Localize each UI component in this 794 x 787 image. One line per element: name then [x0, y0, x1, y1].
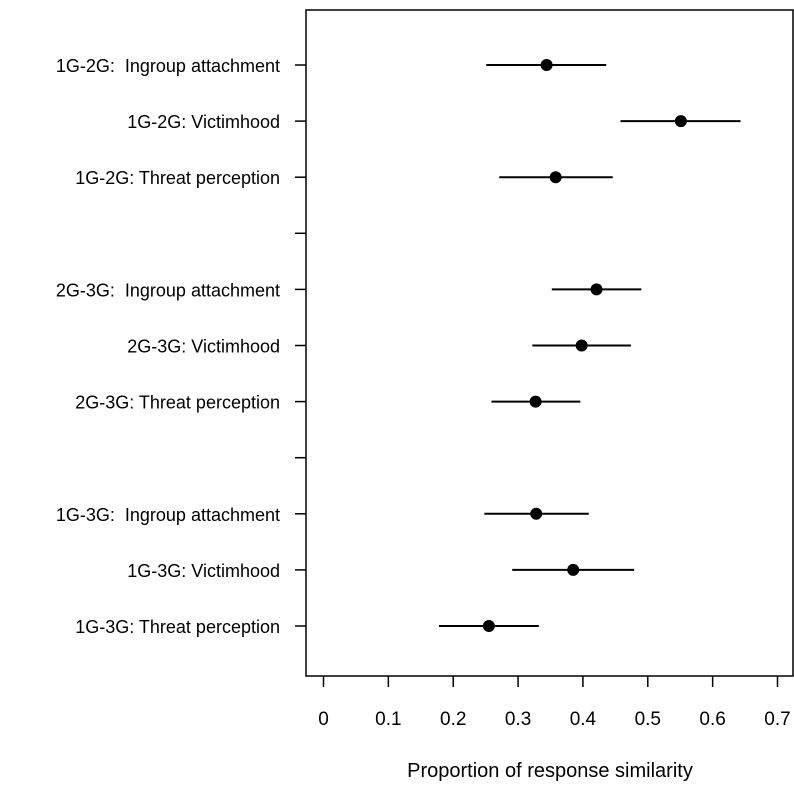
estimate-point — [529, 395, 542, 408]
estimate-point — [549, 171, 562, 184]
estimate-point — [674, 115, 687, 128]
y-tick-label: 1G-3G: Ingroup attachment — [56, 505, 280, 525]
x-tick-label: 0.1 — [375, 709, 401, 730]
x-tick-label: 0.2 — [440, 709, 466, 730]
plot-frame — [305, 9, 794, 677]
estimate-point — [530, 507, 543, 520]
y-tick-label: 2G-3G: Victimhood — [127, 337, 280, 357]
y-tick-label: 2G-3G: Threat perception — [75, 393, 280, 413]
estimate-point — [482, 620, 495, 632]
estimate-point — [575, 339, 588, 352]
y-tick-label: 2G-3G: Ingroup attachment — [56, 280, 280, 300]
data-marks — [438, 59, 741, 632]
y-tick-label: 1G-3G: Threat perception — [75, 617, 280, 637]
y-tick-label: 1G-3G: Victimhood — [127, 561, 280, 581]
estimate-point — [567, 563, 580, 576]
y-tick-label: 1G-2G: Ingroup attachment — [56, 56, 280, 76]
y-axis: 1G-2G: Ingroup attachment 1G-2G: Victimho… — [56, 56, 306, 637]
x-axis-title: Proportion of response similarity — [407, 760, 693, 782]
x-tick-label: 0.3 — [505, 709, 531, 730]
estimate-point — [540, 59, 553, 71]
x-tick-label: 0 — [318, 709, 329, 730]
x-tick-label: 0.4 — [570, 709, 597, 730]
x-axis: 0 0.1 0.2 0.3 0.4 0.5 0.6 0.7 — [318, 676, 791, 730]
x-tick-label: 0.5 — [635, 709, 661, 730]
y-tick-label: 1G-2G: Victimhood — [127, 112, 280, 132]
x-tick-label: 0.7 — [764, 709, 790, 730]
y-tick-label: 1G-2G: Threat perception — [75, 168, 280, 188]
estimate-point — [590, 283, 603, 296]
x-tick-label: 0.6 — [699, 709, 725, 730]
